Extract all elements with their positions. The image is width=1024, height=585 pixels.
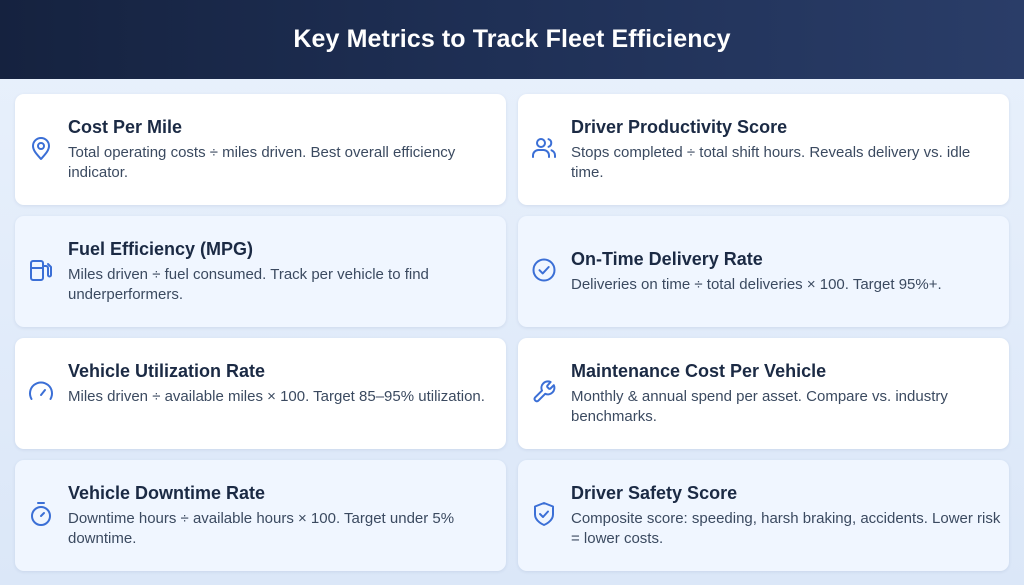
metric-card-vehicle-downtime: Vehicle Downtime Rate Downtime hours ÷ a… (15, 460, 506, 571)
metric-description: Stops completed ÷ total shift hours. Rev… (571, 144, 971, 181)
shield-check-icon (530, 500, 558, 528)
metric-description: Miles driven ÷ available miles × 100. Ta… (68, 388, 485, 405)
metric-card-cost-per-mile: Cost Per Mile Total operating costs ÷ mi… (15, 94, 506, 205)
metric-description: Deliveries on time ÷ total deliveries × … (571, 276, 942, 293)
metric-title: Driver Productivity Score (571, 117, 788, 137)
header-banner: Key Metrics to Track Fleet Efficiency (0, 0, 1024, 79)
location-pin-icon (27, 134, 55, 162)
users-icon (530, 134, 558, 162)
metric-title: On-Time Delivery Rate (571, 249, 763, 269)
stopwatch-icon (27, 500, 55, 528)
metric-card-vehicle-utilization: Vehicle Utilization Rate Miles driven ÷ … (15, 338, 506, 449)
page-title: Key Metrics to Track Fleet Efficiency (293, 25, 731, 53)
metric-title: Maintenance Cost Per Vehicle (571, 361, 827, 381)
metric-card-maintenance-cost: Maintenance Cost Per Vehicle Monthly & a… (518, 338, 1009, 449)
wrench-icon (530, 378, 558, 406)
metric-card-driver-safety: Driver Safety Score Composite score: spe… (518, 460, 1009, 571)
metric-title: Fuel Efficiency (MPG) (68, 239, 254, 259)
metric-description: Total operating costs ÷ miles driven. Be… (68, 144, 456, 181)
metric-title: Vehicle Downtime Rate (68, 483, 266, 503)
gauge-icon (27, 378, 55, 406)
metric-card-on-time-delivery: On-Time Delivery Rate Deliveries on time… (518, 216, 1009, 327)
metric-title: Driver Safety Score (571, 483, 738, 503)
metric-card-fuel-efficiency: Fuel Efficiency (MPG) Miles driven ÷ fue… (15, 216, 506, 327)
check-circle-icon (530, 256, 558, 284)
metric-card-driver-productivity: Driver Productivity Score Stops complete… (518, 94, 1009, 205)
metric-description: Composite score: speeding, harsh braking… (571, 510, 1001, 547)
metric-description: Downtime hours ÷ available hours × 100. … (68, 510, 455, 547)
metric-description: Miles driven ÷ fuel consumed. Track per … (68, 266, 429, 303)
metric-description: Monthly & annual spend per asset. Compar… (571, 388, 948, 425)
fuel-pump-icon (27, 256, 55, 284)
metric-title: Vehicle Utilization Rate (68, 361, 266, 381)
metric-title: Cost Per Mile (68, 117, 183, 137)
